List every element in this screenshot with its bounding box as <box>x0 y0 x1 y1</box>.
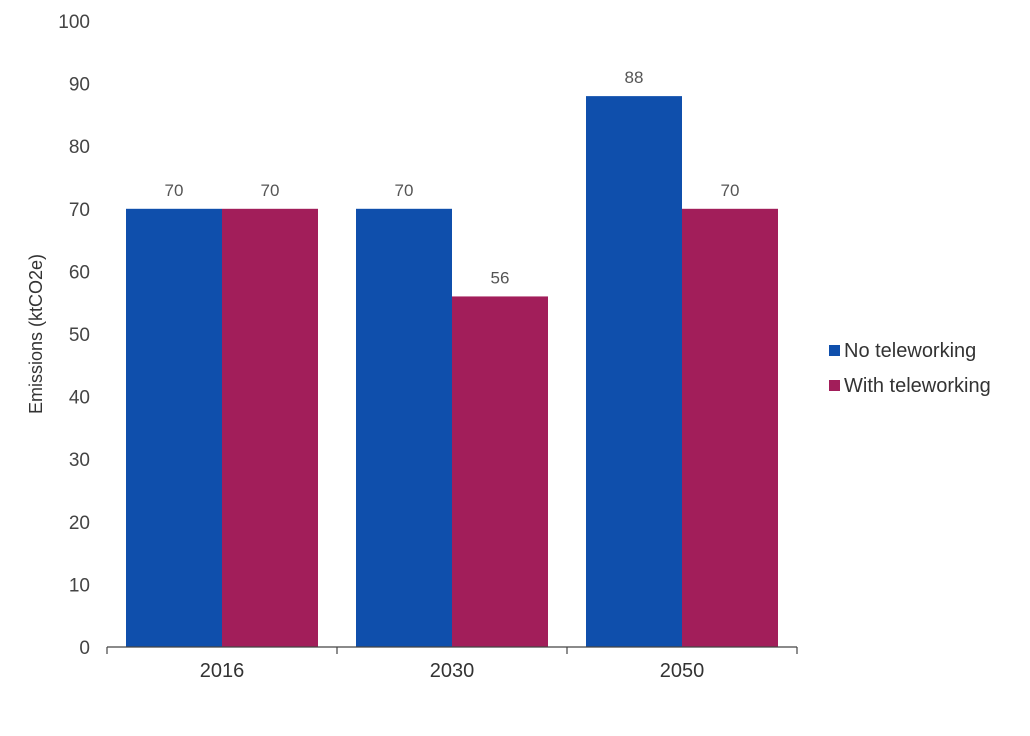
legend: No teleworking With teleworking <box>829 340 991 397</box>
bar-no-teleworking-2030 <box>356 208 452 648</box>
legend-swatch <box>829 345 840 356</box>
legend-label: No teleworking <box>844 340 976 362</box>
bar-no-teleworking-2050 <box>586 96 682 648</box>
data-labels: 70 70 70 56 88 70 <box>165 68 740 287</box>
y-axis-ticks: 0 10 20 30 40 50 60 70 80 90 100 <box>58 12 90 659</box>
y-tick-label: 70 <box>69 200 90 221</box>
data-label: 70 <box>395 181 414 200</box>
bar-with-teleworking-2030 <box>452 296 548 647</box>
x-tick-label: 2050 <box>660 660 705 682</box>
data-label: 56 <box>491 268 510 287</box>
y-tick-label: 0 <box>79 638 90 659</box>
data-label: 70 <box>165 181 184 200</box>
x-tick-label: 2030 <box>430 660 475 682</box>
y-tick-label: 40 <box>69 388 90 409</box>
legend-swatch <box>829 380 840 391</box>
bar-no-teleworking-2016 <box>126 208 222 648</box>
y-tick-label: 20 <box>69 513 90 534</box>
bars <box>126 96 778 648</box>
y-tick-label: 80 <box>69 137 90 158</box>
x-axis: 2016 2030 2050 <box>106 646 798 682</box>
y-axis-title: Emissions (ktCO2e) <box>26 254 46 414</box>
data-label: 70 <box>261 181 280 200</box>
y-tick-label: 100 <box>58 12 90 33</box>
y-tick-label: 60 <box>69 262 90 283</box>
y-tick-label: 30 <box>69 450 90 471</box>
data-label: 88 <box>625 68 644 87</box>
y-tick-label: 10 <box>69 575 90 596</box>
data-label: 70 <box>721 181 740 200</box>
bar-with-teleworking-2016 <box>222 208 318 648</box>
bar-with-teleworking-2050 <box>682 208 778 648</box>
x-tick-label: 2016 <box>200 660 245 682</box>
y-tick-label: 90 <box>69 75 90 96</box>
legend-label: With teleworking <box>844 375 991 397</box>
y-tick-label: 50 <box>69 325 90 346</box>
